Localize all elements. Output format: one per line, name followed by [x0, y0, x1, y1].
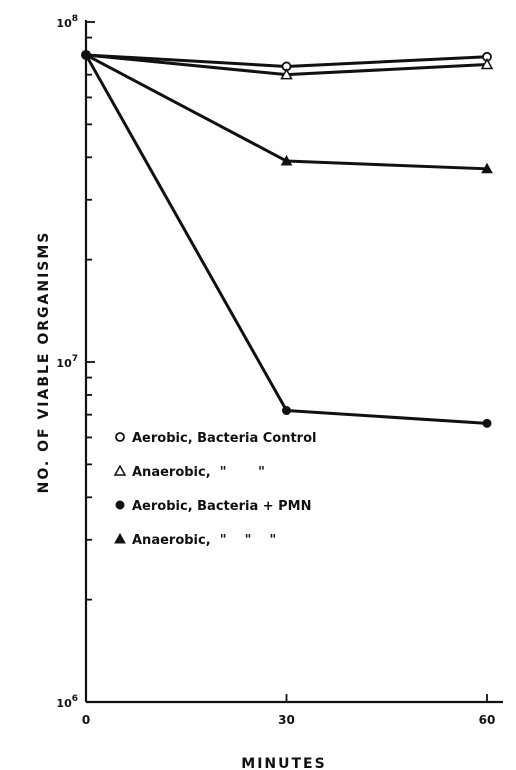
data-point-filled-triangle	[481, 162, 493, 174]
legend-marker-open-triangle	[113, 464, 127, 476]
legend-marker-filled-triangle	[114, 532, 126, 544]
legend: Aerobic, Bacteria Control Anaerobic, " " A…	[113, 431, 316, 548]
series-line-filled-circle	[84, 54, 488, 425]
legend-label: Anaerobic, " " "	[132, 533, 276, 548]
legend-marker-filled-circle	[115, 500, 125, 510]
data-point-filled-triangle	[280, 155, 293, 166]
x-axis-title: MINUTES	[241, 756, 326, 770]
legend-label: Aerobic, Bacteria Control	[132, 431, 316, 446]
y-tick-label-base: 10	[56, 697, 72, 710]
x-tick-label: 60	[479, 713, 496, 727]
y-tick-label-exponent: 7	[72, 354, 78, 364]
legend-marker-open-circle	[115, 432, 125, 442]
legend-label: Anaerobic, " "	[132, 465, 265, 480]
y-tick-label: 107	[56, 354, 78, 370]
legend-label: Aerobic, Bacteria + PMN	[132, 499, 312, 514]
y-tick-label-exponent: 8	[72, 14, 78, 24]
y-tick-label: 108	[56, 14, 78, 30]
series-layer	[81, 49, 494, 428]
y-tick-label-base: 10	[56, 357, 72, 370]
data-point-filled-circle	[282, 406, 291, 416]
y-tick-label-base: 10	[56, 17, 72, 30]
x-tick-label: 30	[278, 713, 295, 727]
x-tick-label: 0	[82, 713, 90, 727]
data-point-origin	[81, 49, 91, 60]
data-point-open-triangle	[280, 68, 293, 80]
y-tick-label-exponent: 6	[72, 694, 78, 704]
y-tick-label: 106	[56, 694, 78, 710]
y-axis-title: NO. OF VIABLE ORGANISMS	[36, 231, 52, 494]
data-point-filled-circle	[482, 418, 492, 428]
data-point-open-triangle	[480, 57, 494, 70]
